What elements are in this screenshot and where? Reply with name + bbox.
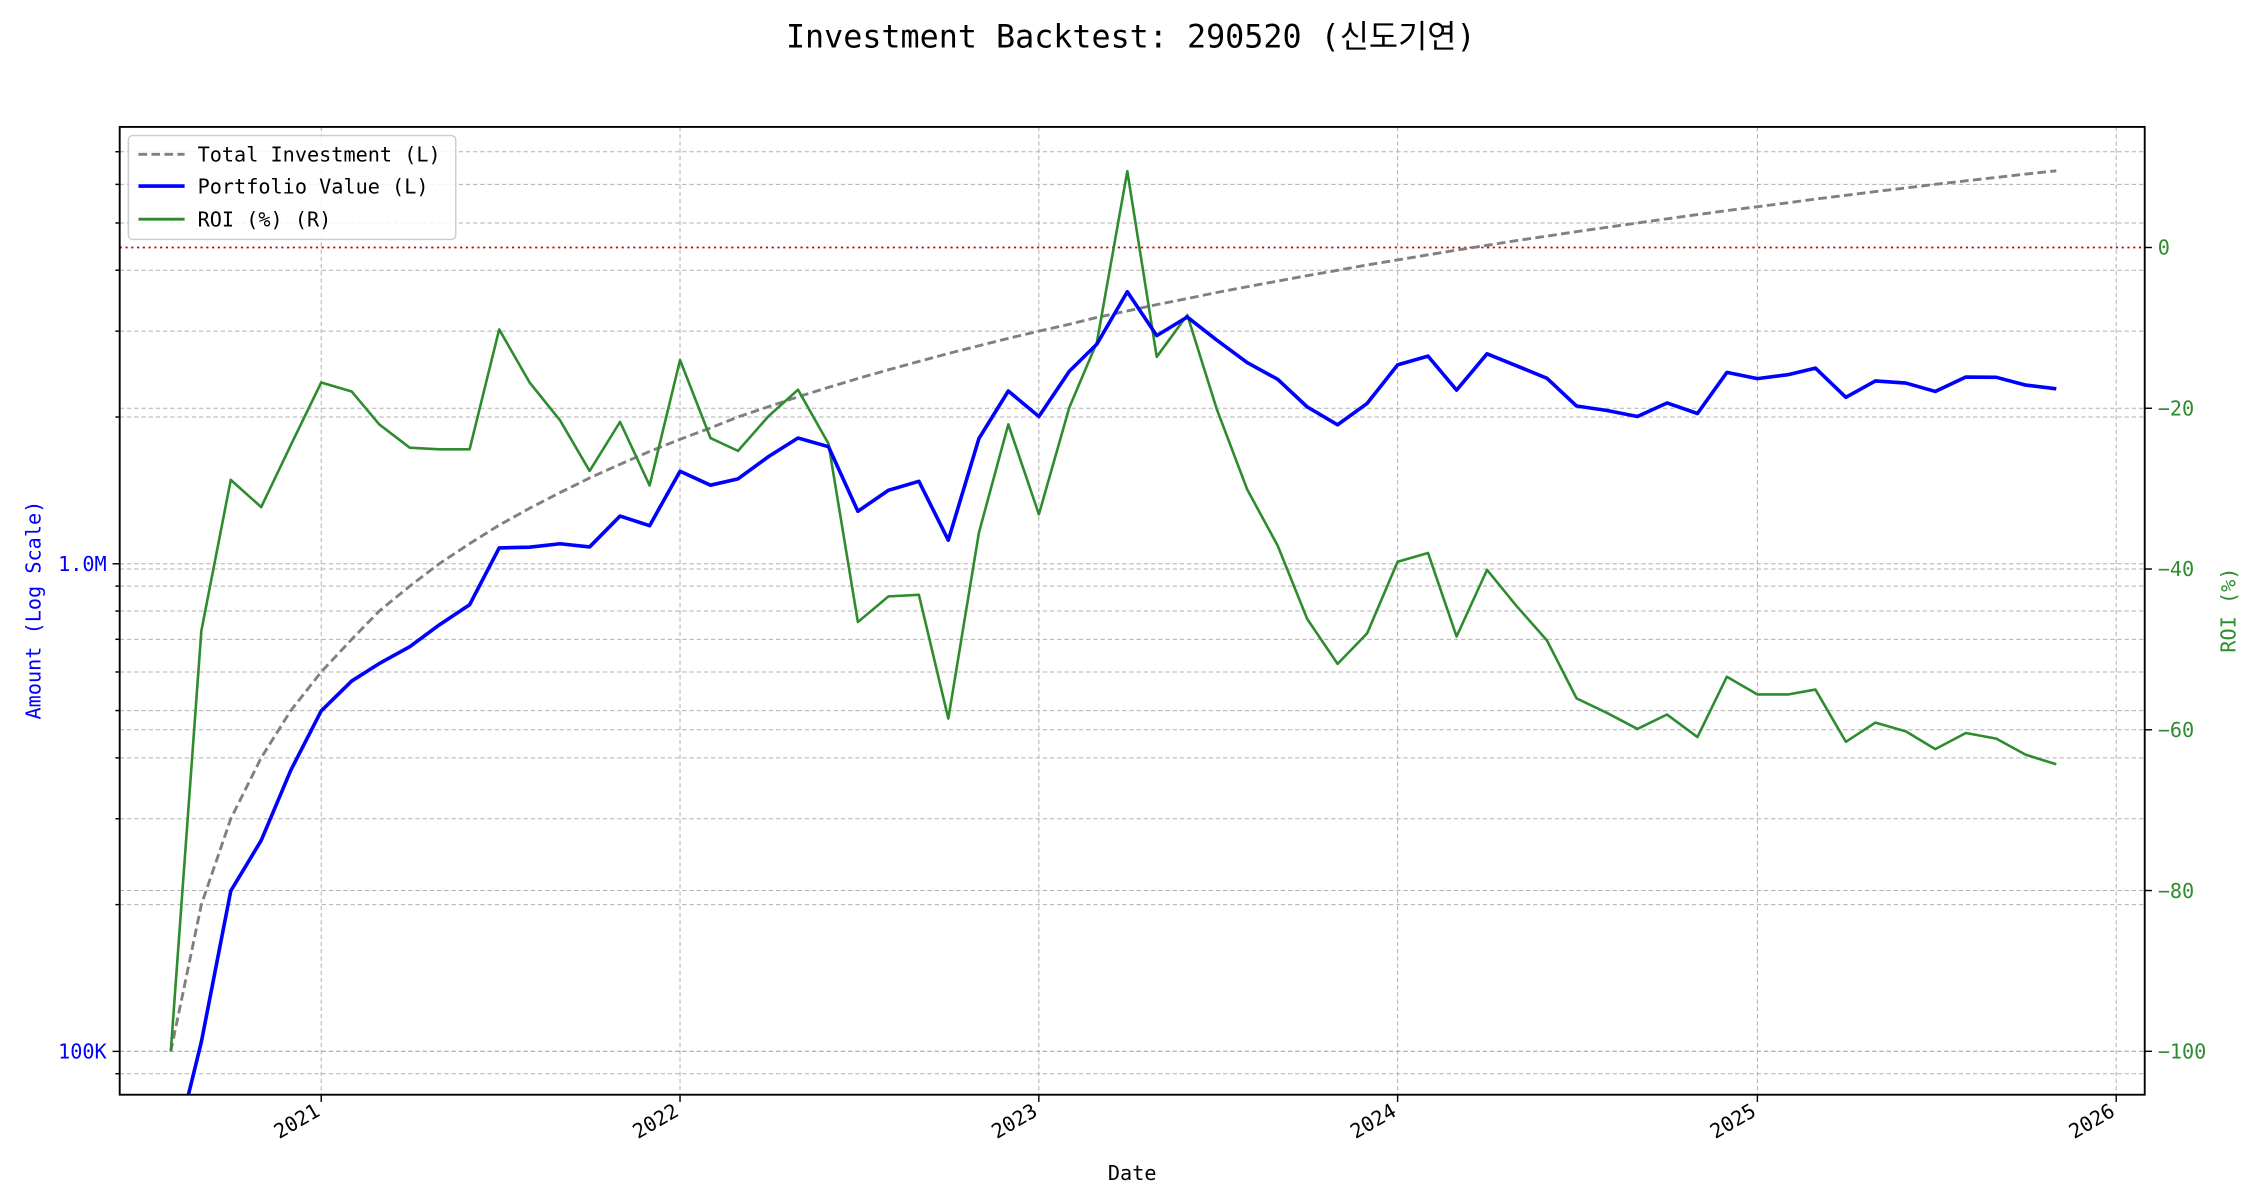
right-tick-label: −60	[2158, 718, 2194, 742]
right-tick-label: −100	[2158, 1040, 2207, 1064]
left-tick-label: 1.0M	[58, 552, 107, 576]
chart-title: Investment Backtest: 290520 (신도기연)	[786, 20, 1476, 56]
legend-label-portfolio-value: Portfolio Value (L)	[198, 174, 429, 198]
x-tick-label: 2026	[2065, 1098, 2119, 1143]
right-tick-label: −20	[2158, 396, 2194, 420]
x-tick-label: 2024	[1346, 1098, 1400, 1143]
plot-lines	[119, 169, 2145, 1095]
legend-box	[127, 134, 457, 241]
roi-line	[169, 169, 2057, 1052]
x-tick-label: 2023	[987, 1098, 1041, 1143]
right-tick-label: 0	[2158, 236, 2170, 260]
left-tick-label: 100K	[58, 1040, 107, 1064]
right-axis-label: ROI (%)	[2217, 568, 2241, 653]
x-tick-label: 2022	[628, 1098, 682, 1143]
legend-label-roi: ROI (%) (R)	[198, 207, 332, 231]
left-axis-label: Amount (Log Scale)	[21, 501, 45, 720]
portfolio-value-line	[186, 289, 2057, 1095]
legend: Total Investment (L) Portfolio Value (L)…	[127, 134, 457, 241]
right-tick-label: −40	[2158, 557, 2194, 581]
x-axis-label: Date	[1108, 1161, 1157, 1185]
grid	[119, 126, 2145, 1095]
total-investment-line	[169, 169, 2057, 1052]
x-tick-label: 2021	[270, 1098, 324, 1143]
right-tick-label: −80	[2158, 879, 2194, 903]
x-tick-label: 2025	[1706, 1098, 1760, 1143]
legend-label-total-investment: Total Investment (L)	[198, 143, 441, 167]
